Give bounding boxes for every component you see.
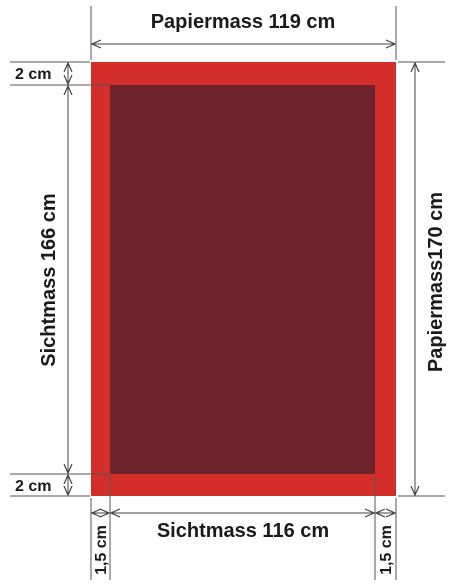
top-margin-label: 2 cm (15, 66, 51, 83)
visible-height-label: Sichtmass 166 cm (38, 193, 60, 366)
bottom-margin-label: 2 cm (15, 478, 51, 495)
visible-width-label: Sichtmass 116 cm (157, 520, 329, 542)
visible-area (110, 85, 375, 474)
right-margin-label: 1,5 cm (378, 525, 395, 575)
paper-width-label: Papiermass 119 cm (151, 11, 336, 33)
paper-height-label: Papiermass170 cm (425, 192, 447, 372)
left-margin-label: 1,5 cm (93, 525, 110, 575)
